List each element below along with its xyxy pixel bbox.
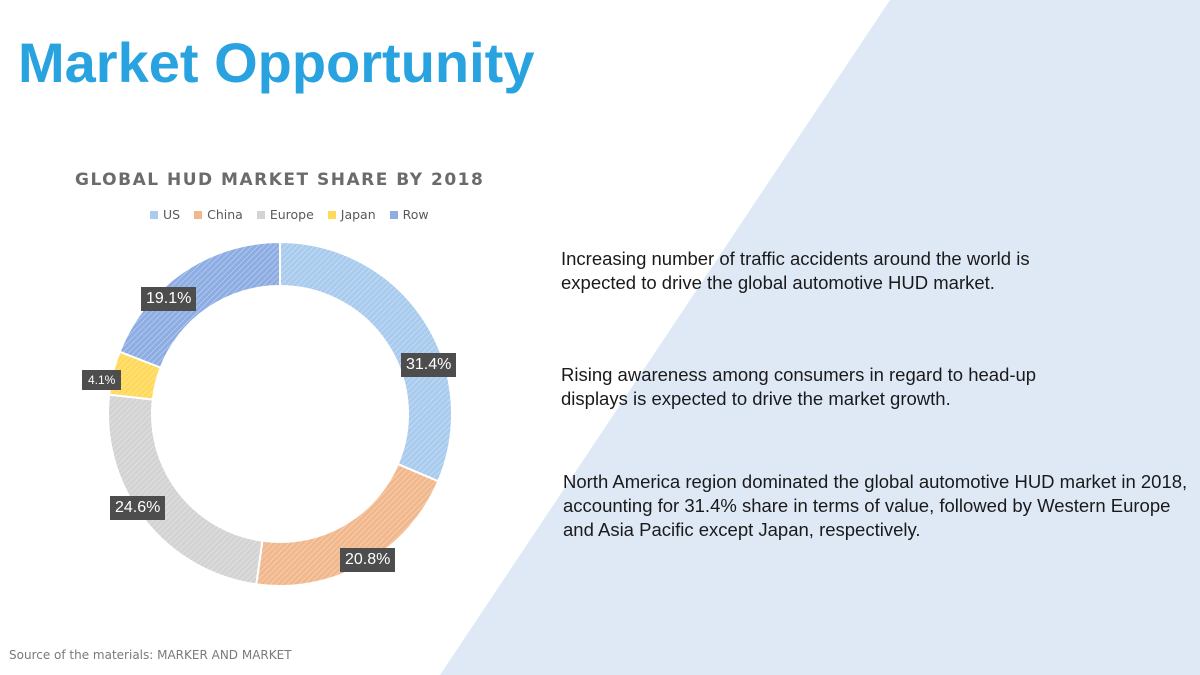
donut-slices <box>107 240 453 587</box>
legend-item-europe: Europe <box>256 207 314 222</box>
legend-item-china: China <box>194 207 243 222</box>
legend-label-us: US <box>163 207 181 222</box>
legend-swatch-us <box>150 210 158 219</box>
data-label-row: 19.1% <box>141 287 197 311</box>
legend-swatch-japan <box>327 210 336 219</box>
data-label-japan: 4.1% <box>82 370 122 390</box>
legend-label-europe: Europe <box>269 207 314 222</box>
paragraph-consumer-awareness: Rising awareness among consumers in rega… <box>561 364 1037 409</box>
paragraph-traffic-accidents: Increasing number of traffic accidents a… <box>561 248 1030 293</box>
chart-title: GLOBAL HUD MARKET SHARE BY 2018 <box>75 170 485 190</box>
legend-label-china: China <box>207 207 243 222</box>
legend-swatch-europe <box>256 210 265 219</box>
data-label-europe: 24.6% <box>110 496 166 520</box>
donut-slice-texture-us <box>280 242 453 482</box>
chart-legend: US China Europe Japan Row <box>150 207 429 222</box>
legend-item-japan: Japan <box>327 207 376 222</box>
donut-slice-texture-europe <box>107 394 263 585</box>
slide-title: Market Opportunity <box>18 31 535 94</box>
data-label-us: 31.4% <box>401 353 457 377</box>
background-diagonal-shape <box>440 0 1200 675</box>
donut-slice-texture-row <box>119 242 280 368</box>
paragraph-north-america: North America region dominated the globa… <box>563 471 1188 540</box>
donut-slice-texture-china <box>256 464 439 586</box>
legend-swatch-row <box>389 210 398 219</box>
source-note: Source of the materials: MARKER AND MARK… <box>9 648 292 662</box>
legend-swatch-china <box>194 210 203 219</box>
legend-item-row: Row <box>389 207 429 222</box>
legend-label-row: Row <box>402 207 429 222</box>
legend-label-japan: Japan <box>340 207 376 222</box>
donut-chart <box>107 240 453 587</box>
legend-item-us: US <box>150 207 180 222</box>
data-label-china: 20.8% <box>340 548 396 572</box>
